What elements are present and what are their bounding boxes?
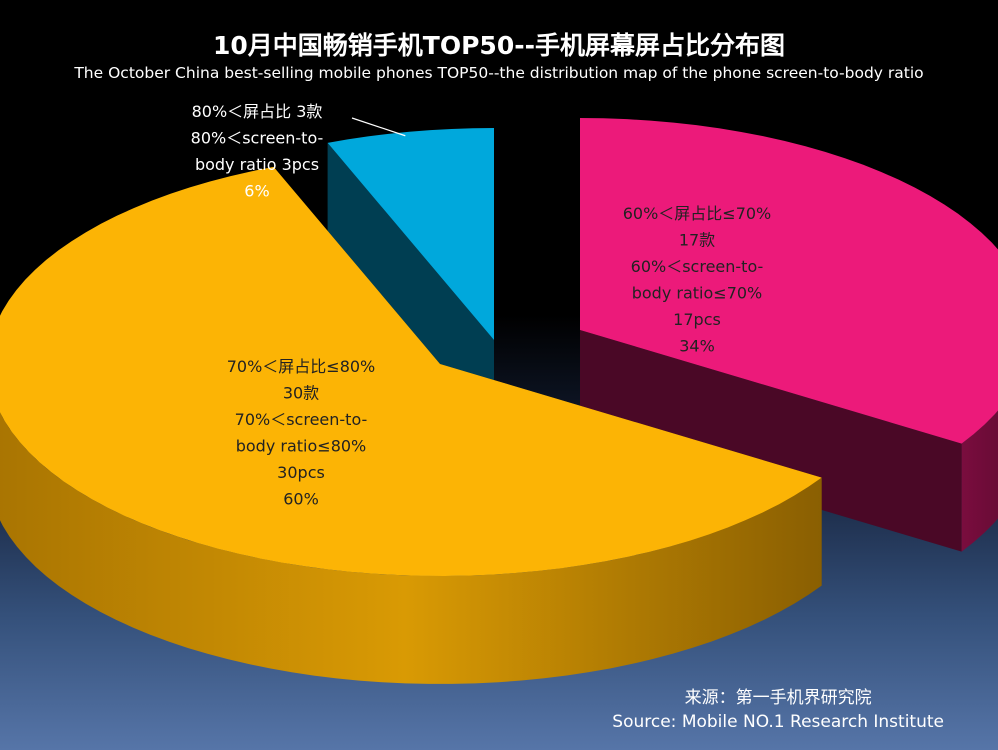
slice-1-wall-2 xyxy=(580,330,962,552)
slice-2-label-line-5: 30pcs xyxy=(277,463,325,482)
slice-3-top xyxy=(327,128,494,340)
slice-3-label-line-3: body ratio 3pcs xyxy=(195,155,319,174)
slice-3-label-line-2: 80%＜screen-to- xyxy=(191,129,324,148)
slice-3-label-line-4: 6% xyxy=(244,182,269,201)
slice-1-label: 60%＜屏占比≤70% 17款 60%＜screen-to-body ratio≤7… xyxy=(623,204,772,356)
slice-2-label: 70%＜屏占比≤80% 30款 70%＜screen-to-body ratio≤8… xyxy=(227,357,376,509)
slice-3-label: 80%＜屏占比 3款 80%＜screen-to-body ratio 3pcs 6… xyxy=(191,102,324,201)
source-cn: 来源：第一手机界研究院 xyxy=(684,688,872,708)
slice-1-top xyxy=(580,118,998,444)
slice-2-outer-wall xyxy=(0,412,822,684)
slice-2-label-line-1: 70%＜屏占比≤80% xyxy=(227,357,376,376)
slice-3-label-line-1: 80%＜屏占比 3款 xyxy=(192,102,323,121)
source-en: Source: Mobile NO.1 Research Institute xyxy=(612,712,944,732)
pie-slice-2 xyxy=(0,166,822,684)
slice-1-label-line-6: 34% xyxy=(679,337,715,356)
source-note: 来源：第一手机界研究院 Source: Mobile NO.1 Research… xyxy=(612,686,944,734)
slice-1-label-line-2: 17款 xyxy=(679,231,715,250)
slice-1-label-line-5: 17pcs xyxy=(673,310,721,329)
chart-title: 10月中国畅销手机TOP50--手机屏幕屏占比分布图 xyxy=(213,31,785,60)
pie-slice-1 xyxy=(580,118,998,552)
slice-2-label-line-6: 60% xyxy=(283,490,319,509)
slice-2-label-line-4: body ratio≤80% xyxy=(236,437,367,456)
leader-line-slice-3 xyxy=(351,117,406,137)
slice-1-label-line-1: 60%＜屏占比≤70% xyxy=(623,204,772,223)
slice-1-label-line-4: body ratio≤70% xyxy=(632,284,763,303)
slice-1-label-line-3: 60%＜screen-to- xyxy=(631,257,764,276)
slice-2-top xyxy=(0,166,822,576)
slice-2-label-line-2: 30款 xyxy=(283,384,319,403)
slice-1-outer-wall xyxy=(961,410,998,552)
chart-subtitle: The October China best-selling mobile ph… xyxy=(74,64,924,82)
slice-2-label-line-3: 70%＜screen-to- xyxy=(235,410,368,429)
